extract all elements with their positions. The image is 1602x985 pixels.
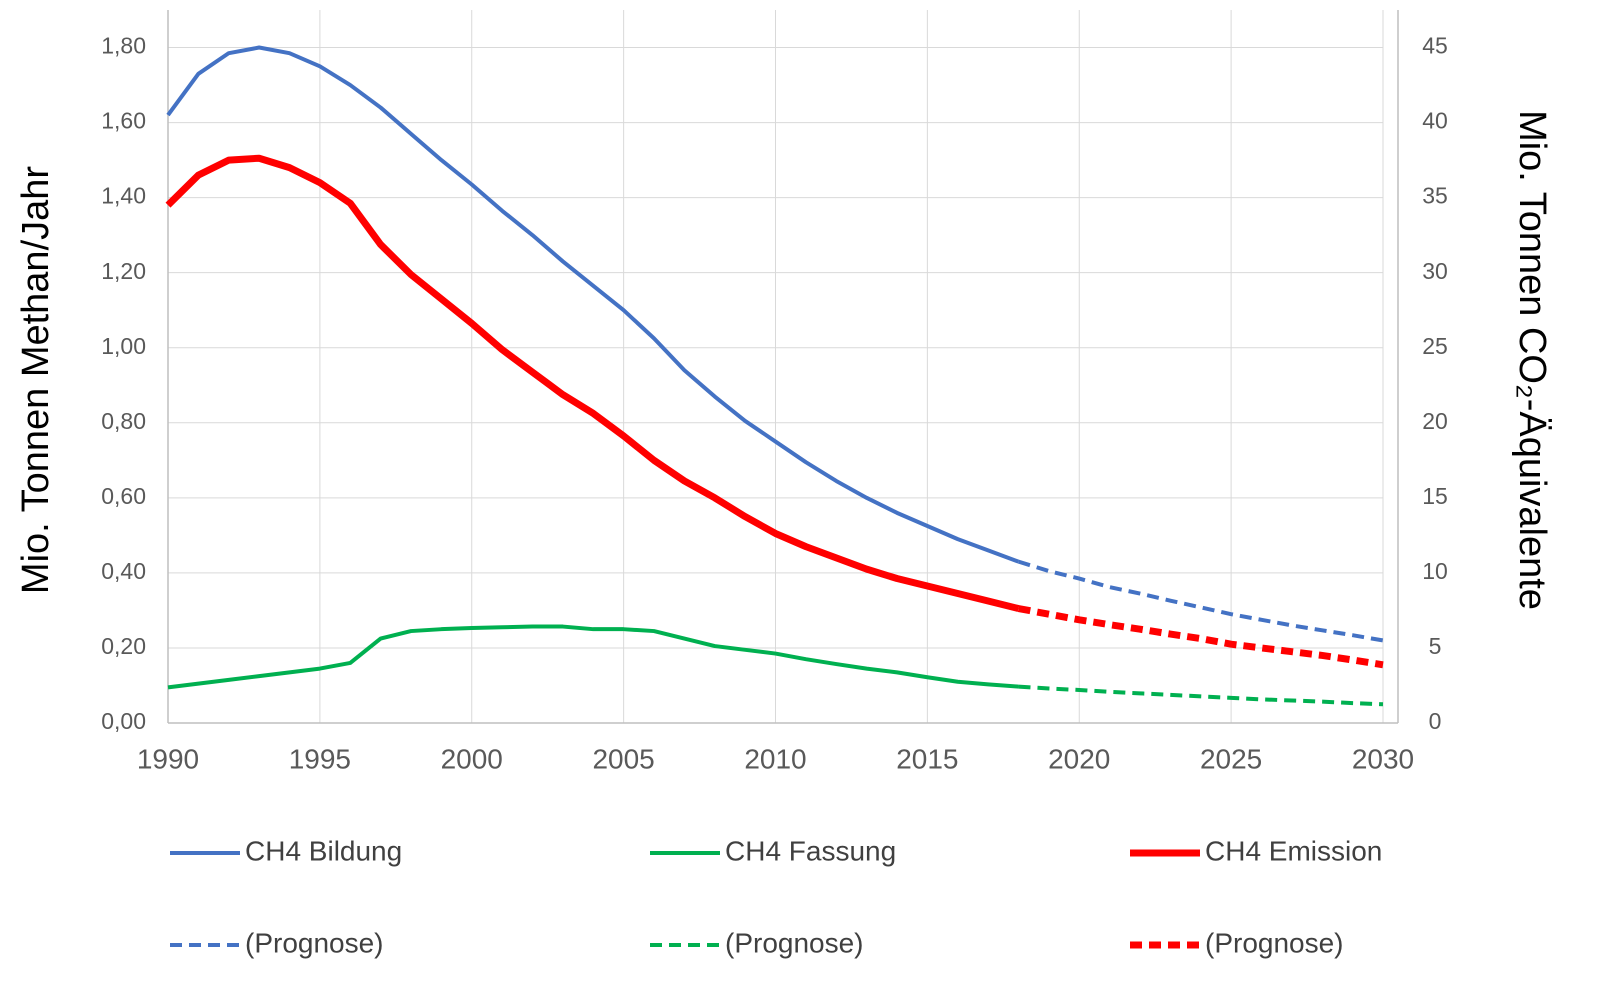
data-line: [165, 154, 1020, 612]
y2-tick-label: 45: [1422, 33, 1448, 59]
legend-label: (Prognose): [1205, 927, 1344, 958]
legend-label: CH4 Bildung: [245, 835, 402, 866]
y2-tick-label: 25: [1422, 333, 1448, 359]
x-tick-label: 2025: [1200, 743, 1262, 774]
data-line: [1018, 684, 1384, 707]
data-line: [1017, 605, 1384, 669]
x-tick-label: 2015: [896, 743, 958, 774]
x-tick-label: 2005: [592, 743, 654, 774]
y-tick-label: 0,20: [101, 633, 146, 659]
y-axis-label: Mio. Tonnen Methan/Jahr: [15, 166, 57, 594]
x-tick-label: 2010: [744, 743, 806, 774]
y2-tick-label: 40: [1422, 108, 1448, 134]
x-tick-label: 1990: [137, 743, 199, 774]
y-tick-label: 1,80: [101, 33, 146, 59]
y-tick-label: 0,00: [101, 708, 146, 734]
x-tick-label: 1995: [289, 743, 351, 774]
legend-label: (Prognose): [245, 927, 384, 958]
y2-tick-label: 15: [1422, 483, 1448, 509]
y2-tick-label: 20: [1422, 408, 1448, 434]
y-tick-label: 0,80: [101, 408, 146, 434]
y-tick-label: 1,60: [101, 108, 146, 134]
data-line: [166, 45, 1020, 564]
data-line: [1017, 559, 1384, 643]
x-tick-label: 2020: [1048, 743, 1110, 774]
y2-tick-label: 5: [1429, 633, 1442, 659]
y2-tick-label: 30: [1422, 258, 1448, 284]
data-line: [167, 624, 1019, 690]
y-tick-label: 0,60: [101, 483, 146, 509]
y2-tick-label: 0: [1429, 708, 1442, 734]
y2-axis-label: Mio. Tonnen CO₂-Äquivalente: [1511, 110, 1553, 610]
y2-tick-label: 10: [1422, 558, 1448, 584]
legend-label: CH4 Fassung: [725, 835, 896, 866]
x-tick-label: 2000: [441, 743, 503, 774]
y-tick-label: 1,40: [101, 183, 146, 209]
y-tick-label: 0,40: [101, 558, 146, 584]
legend-label: CH4 Emission: [1205, 835, 1382, 866]
y-tick-label: 1,20: [101, 258, 146, 284]
x-tick-label: 2030: [1352, 743, 1414, 774]
y-tick-label: 1,00: [101, 333, 146, 359]
y2-tick-label: 35: [1422, 183, 1448, 209]
legend-label: (Prognose): [725, 927, 864, 958]
